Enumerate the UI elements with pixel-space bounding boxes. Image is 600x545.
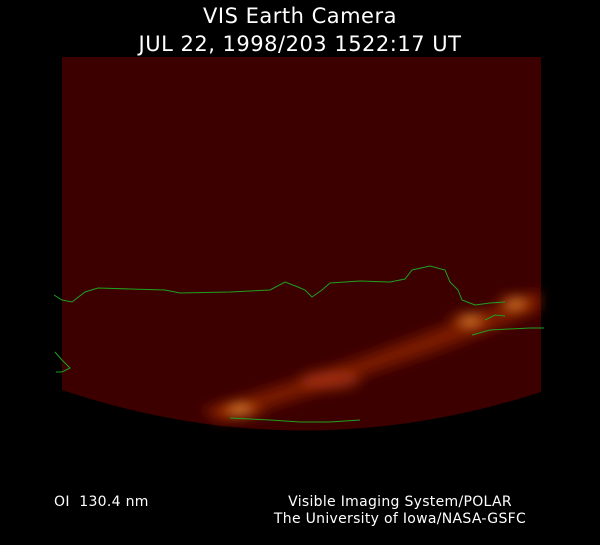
credit-instrument: Visible Imaging System/POLAR (288, 494, 512, 510)
wavelength-label: OI 130.4 nm (54, 494, 149, 510)
aurora-oval (200, 290, 540, 422)
credit-institution: The University of Iowa/NASA-GSFC (273, 511, 527, 527)
image-field (62, 57, 541, 431)
credit-block: Visible Imaging System/POLAR The Univers… (240, 494, 560, 528)
coastline-overlay (53, 265, 544, 423)
observation-timestamp: JUL 22, 1998/203 1522:17 UT (138, 32, 462, 56)
image-title: VIS Earth Camera (203, 4, 397, 28)
